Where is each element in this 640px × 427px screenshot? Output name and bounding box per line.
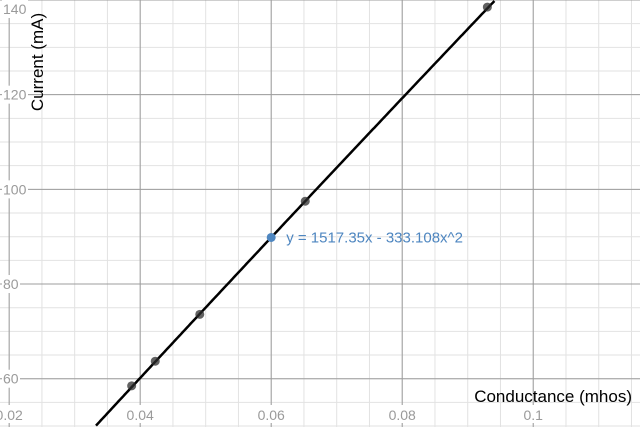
data-point — [300, 196, 310, 206]
x-tick-label: 0.04 — [127, 407, 154, 423]
tick-label-bg — [0, 405, 28, 423]
tick-label-bg — [384, 405, 421, 423]
tick-label-bg — [2, 275, 20, 294]
data-point — [482, 2, 492, 12]
tick-label-bg — [2, 180, 28, 199]
x-axis-label: Conductance (mhos) — [474, 387, 632, 406]
equation-label: y = 1517.35x - 333.108x^2 — [286, 229, 463, 246]
fit-curve — [95, 0, 496, 427]
y-tick-label: 120 — [3, 87, 27, 103]
y-tick-label: 140 — [3, 1, 27, 17]
x-tick-label: 0.1 — [523, 407, 543, 423]
y-axis-label: Current (mA) — [28, 13, 47, 111]
data-point — [150, 356, 160, 366]
y-tick-label: 100 — [3, 181, 27, 197]
y-tick-label: 60 — [3, 371, 19, 387]
data-point — [127, 381, 137, 391]
data-point — [195, 309, 205, 319]
tick-label-bg — [253, 405, 290, 423]
x-tick-label: 0.08 — [389, 407, 416, 423]
y-tick-label: 80 — [3, 276, 19, 292]
tick-label-bg — [122, 405, 159, 423]
data-points — [127, 2, 492, 391]
tick-label-bg — [2, 0, 28, 18]
tick-label-bg — [2, 85, 28, 104]
tick-label-bg — [2, 369, 20, 388]
annotation-point[interactable] — [266, 232, 276, 242]
tick-label-bg — [515, 405, 552, 423]
x-tick-label: 0.06 — [258, 407, 285, 423]
x-tick-label: 0.02 — [0, 407, 23, 423]
tick-labels: 0.02 0.04 0.06 0.08 0.1 60 80 100 120 140 — [0, 0, 552, 423]
